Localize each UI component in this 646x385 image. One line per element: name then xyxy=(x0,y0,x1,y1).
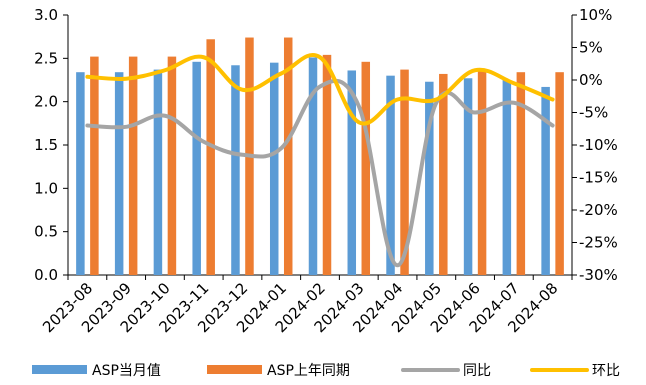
line-mom xyxy=(85,53,555,126)
right-tick-label: -5% xyxy=(579,104,608,122)
left-tick-label: 3.0 xyxy=(34,6,58,24)
bar-asp-prior-year xyxy=(516,72,526,275)
right-tick-label: -20% xyxy=(579,201,618,219)
left-tick-label: 2.5 xyxy=(34,49,58,67)
bar-asp-current xyxy=(192,61,201,275)
axes xyxy=(63,14,577,280)
right-tick-label: -25% xyxy=(579,234,618,252)
bar-asp-current xyxy=(231,65,240,276)
bar-asp-prior-year xyxy=(206,39,215,276)
bar-asp-prior-year xyxy=(90,56,99,275)
bar-asp-prior-year xyxy=(128,56,138,275)
left-tick-label: 2.0 xyxy=(34,93,58,111)
bar-asp-current xyxy=(541,86,550,275)
bar-asp-prior-year xyxy=(322,54,332,275)
bar-asp-current xyxy=(347,70,357,275)
legend-swatch-asp-current xyxy=(32,365,87,374)
lines xyxy=(85,53,555,268)
left-tick-label: 1.0 xyxy=(34,179,58,197)
legend-swatch-asp-prior-year xyxy=(207,365,262,374)
bar-asp-current xyxy=(463,78,473,276)
bar-asp-prior-year xyxy=(361,61,371,275)
bar-asp-current xyxy=(153,69,163,275)
bar-asp-prior-year xyxy=(283,37,293,276)
bar-asp-prior-year xyxy=(167,56,177,275)
right-tick-label: 10% xyxy=(579,6,612,24)
bar-asp-current xyxy=(386,75,395,276)
bar-asp-prior-year xyxy=(477,69,487,275)
bar-asp-current xyxy=(425,81,434,275)
bar-asp-current xyxy=(269,62,279,275)
line-yoy xyxy=(85,78,555,268)
left-tick-label: 1.5 xyxy=(34,136,58,154)
bar-asp-current xyxy=(502,80,512,275)
legend-label-asp-prior-year: ASP上年同期 xyxy=(267,363,350,379)
right-tick-label: -15% xyxy=(579,169,618,187)
legend-label-asp-current: ASP当月值 xyxy=(92,363,161,379)
bar-asp-prior-year xyxy=(439,73,448,275)
left-tick-label: 0.5 xyxy=(34,223,58,241)
bar-asp-prior-year xyxy=(400,69,409,275)
right-tick-label: -10% xyxy=(579,136,618,154)
legend-label-mom: 环比 xyxy=(592,363,620,379)
bar-asp-current xyxy=(76,72,85,275)
right-tick-label: -30% xyxy=(579,266,618,284)
legend-label-yoy: 同比 xyxy=(463,363,491,379)
bar-asp-prior-year xyxy=(555,72,564,275)
right-tick-label: 5% xyxy=(579,39,603,57)
left-tick-label: 0.0 xyxy=(34,266,58,284)
legend: ASP当月值 ASP上年同期 同比 环比 xyxy=(32,363,620,379)
bar-asp-current xyxy=(114,72,124,275)
right-tick-label: 0% xyxy=(579,71,603,89)
bar-asp-current xyxy=(308,57,318,275)
